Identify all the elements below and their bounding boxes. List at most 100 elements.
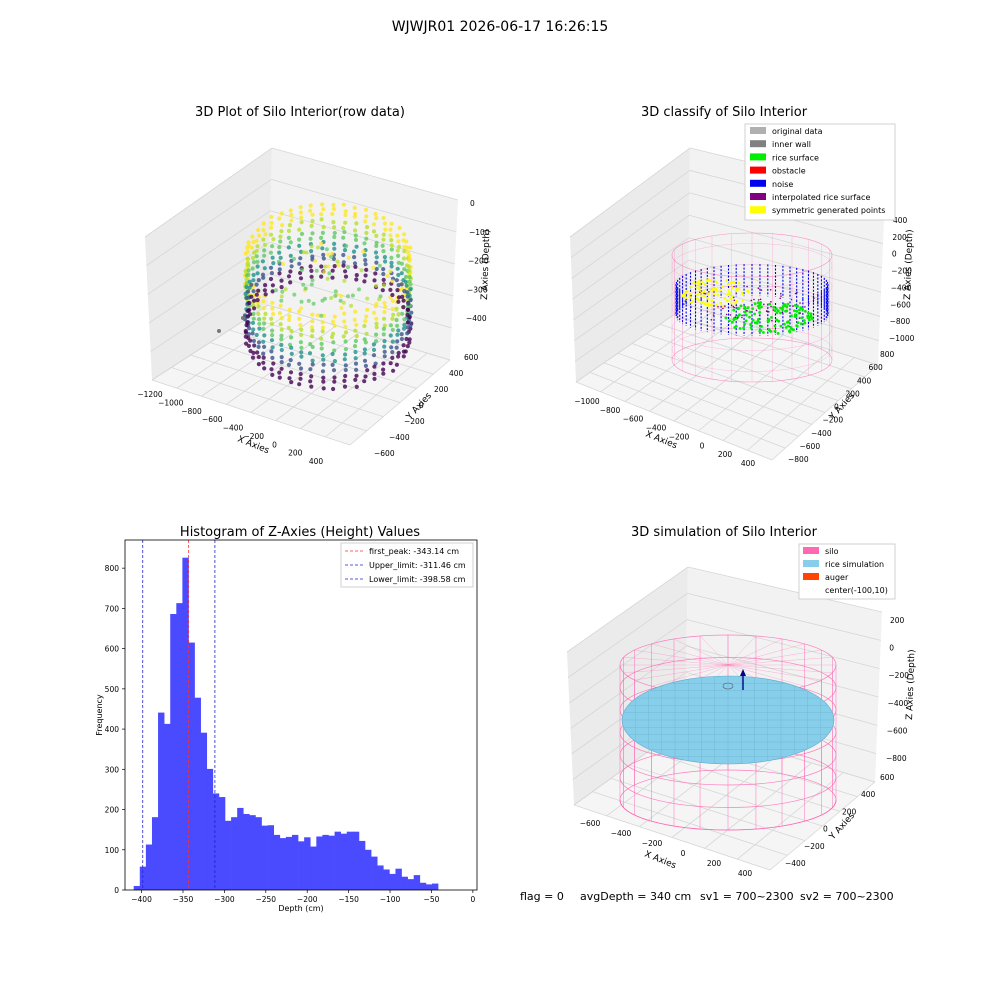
- scatter-point: [279, 298, 284, 303]
- scatter-point: [251, 278, 256, 283]
- rice-surface-point: [762, 331, 765, 334]
- figure-suptitle: WJWJR01 2026-06-17 16:26:15: [392, 19, 609, 35]
- classify-legend-items: original data inner wall rice surface obsta…: [750, 127, 885, 215]
- grid-line: [146, 179, 272, 266]
- tick-label: −1000: [889, 334, 915, 343]
- tick-label: 0: [681, 849, 686, 858]
- scatter-point: [261, 351, 266, 356]
- grid-line: [575, 381, 773, 461]
- histogram-bar: [273, 834, 281, 890]
- histogram-reference-lines: [142, 540, 216, 890]
- rice-surface-point: [799, 322, 803, 326]
- scatter-point: [333, 293, 338, 298]
- scatter-point: [311, 301, 316, 306]
- tick-label: 400: [738, 869, 753, 878]
- raw-3d-x-ticks: −1200−1000−800−600−400−200 0 200 400: [137, 390, 323, 466]
- scatter-point: [380, 243, 385, 248]
- scatter-point: [352, 214, 357, 219]
- scatter-point: [298, 366, 304, 371]
- symmetric-point: [690, 285, 693, 289]
- histogram-bar: [419, 882, 427, 890]
- scatter-point: [365, 225, 370, 230]
- scatter-point: [382, 349, 387, 354]
- scatter-point: [372, 376, 377, 381]
- scatter-point: [353, 377, 358, 382]
- scatter-point: [332, 314, 337, 319]
- symmetric-point: [707, 278, 710, 282]
- rice-surface-point: [738, 327, 742, 330]
- scatter-point: [257, 317, 262, 322]
- tick-label: −200: [823, 416, 844, 425]
- panel-classify-3d: 3D classify of Silo Interior −1000−800−6…: [569, 105, 915, 468]
- symmetric-point: [723, 297, 727, 300]
- rice-surface-point: [779, 324, 783, 328]
- scatter-point: [371, 342, 376, 347]
- scatter-point: [260, 259, 265, 264]
- scatter-point: [260, 272, 266, 277]
- interpolated-point: [757, 287, 760, 290]
- scatter-point: [365, 296, 370, 301]
- scatter-point: [217, 329, 221, 333]
- scatter-point: [245, 256, 250, 261]
- interpolated-point: [765, 310, 768, 312]
- raw-3d-z-label: Z Axies (Depth): [480, 229, 492, 300]
- scatter-point: [298, 340, 303, 345]
- rice-surface-point: [753, 312, 756, 316]
- scatter-point: [263, 311, 268, 316]
- scatter-point: [261, 360, 266, 365]
- symmetric-point: [726, 283, 730, 286]
- histogram-bar: [145, 844, 153, 890]
- scatter-point: [288, 208, 293, 213]
- scatter-point: [339, 294, 344, 298]
- classify-3d-z-label: Z Axies (Depth): [903, 229, 915, 300]
- symmetric-point: [715, 303, 718, 307]
- scatter-point: [374, 216, 379, 221]
- scatter-point: [262, 366, 267, 371]
- scatter-point: [249, 294, 254, 299]
- scatter-point: [405, 331, 410, 336]
- scatter-point: [346, 265, 350, 270]
- raw-3d-z-ticks: 0 −100 −200 −300 −400: [466, 199, 490, 323]
- scatter-point: [269, 349, 274, 354]
- rice-surface-point: [798, 308, 801, 312]
- scatter-point: [394, 306, 399, 311]
- scatter-point: [331, 386, 336, 392]
- scatter-point: [297, 261, 302, 266]
- scatter-point: [401, 305, 406, 310]
- scatter-point: [373, 339, 379, 344]
- grid-line: [610, 777, 806, 842]
- tick-label: −600: [623, 415, 644, 424]
- scatter-point: [269, 271, 274, 276]
- scatter-point: [395, 248, 400, 253]
- scatter-point: [308, 342, 313, 347]
- rice-surface-point: [808, 318, 811, 322]
- histogram-bar: [346, 831, 354, 890]
- rice-surface-point: [808, 315, 812, 319]
- scatter-point: [319, 235, 324, 240]
- scatter-point: [310, 312, 315, 317]
- histogram-bar: [298, 841, 305, 890]
- scatter-point: [244, 277, 249, 282]
- scatter-point: [246, 268, 251, 273]
- scatter-point: [299, 345, 304, 350]
- scatter-point: [288, 358, 293, 363]
- rice-surface-point: [773, 309, 777, 312]
- scatter-point: [332, 230, 337, 236]
- scatter-point: [279, 355, 284, 360]
- scatter-point: [404, 239, 409, 244]
- scatter-point: [353, 361, 359, 366]
- scatter-point: [250, 255, 256, 261]
- symmetric-point: [715, 281, 719, 285]
- scatter-point: [279, 333, 284, 338]
- histogram-bar: [340, 833, 348, 890]
- scatter-point: [407, 275, 412, 280]
- scatter-point: [263, 232, 268, 237]
- scatter-point: [395, 233, 400, 238]
- scatter-point: [391, 312, 396, 317]
- scatter-point: [321, 357, 326, 362]
- tick-label: 600: [105, 645, 120, 654]
- tick-label: 0: [470, 199, 475, 208]
- tick-label: −400: [466, 314, 487, 323]
- scatter-point: [299, 332, 304, 337]
- grid-line: [570, 645, 687, 729]
